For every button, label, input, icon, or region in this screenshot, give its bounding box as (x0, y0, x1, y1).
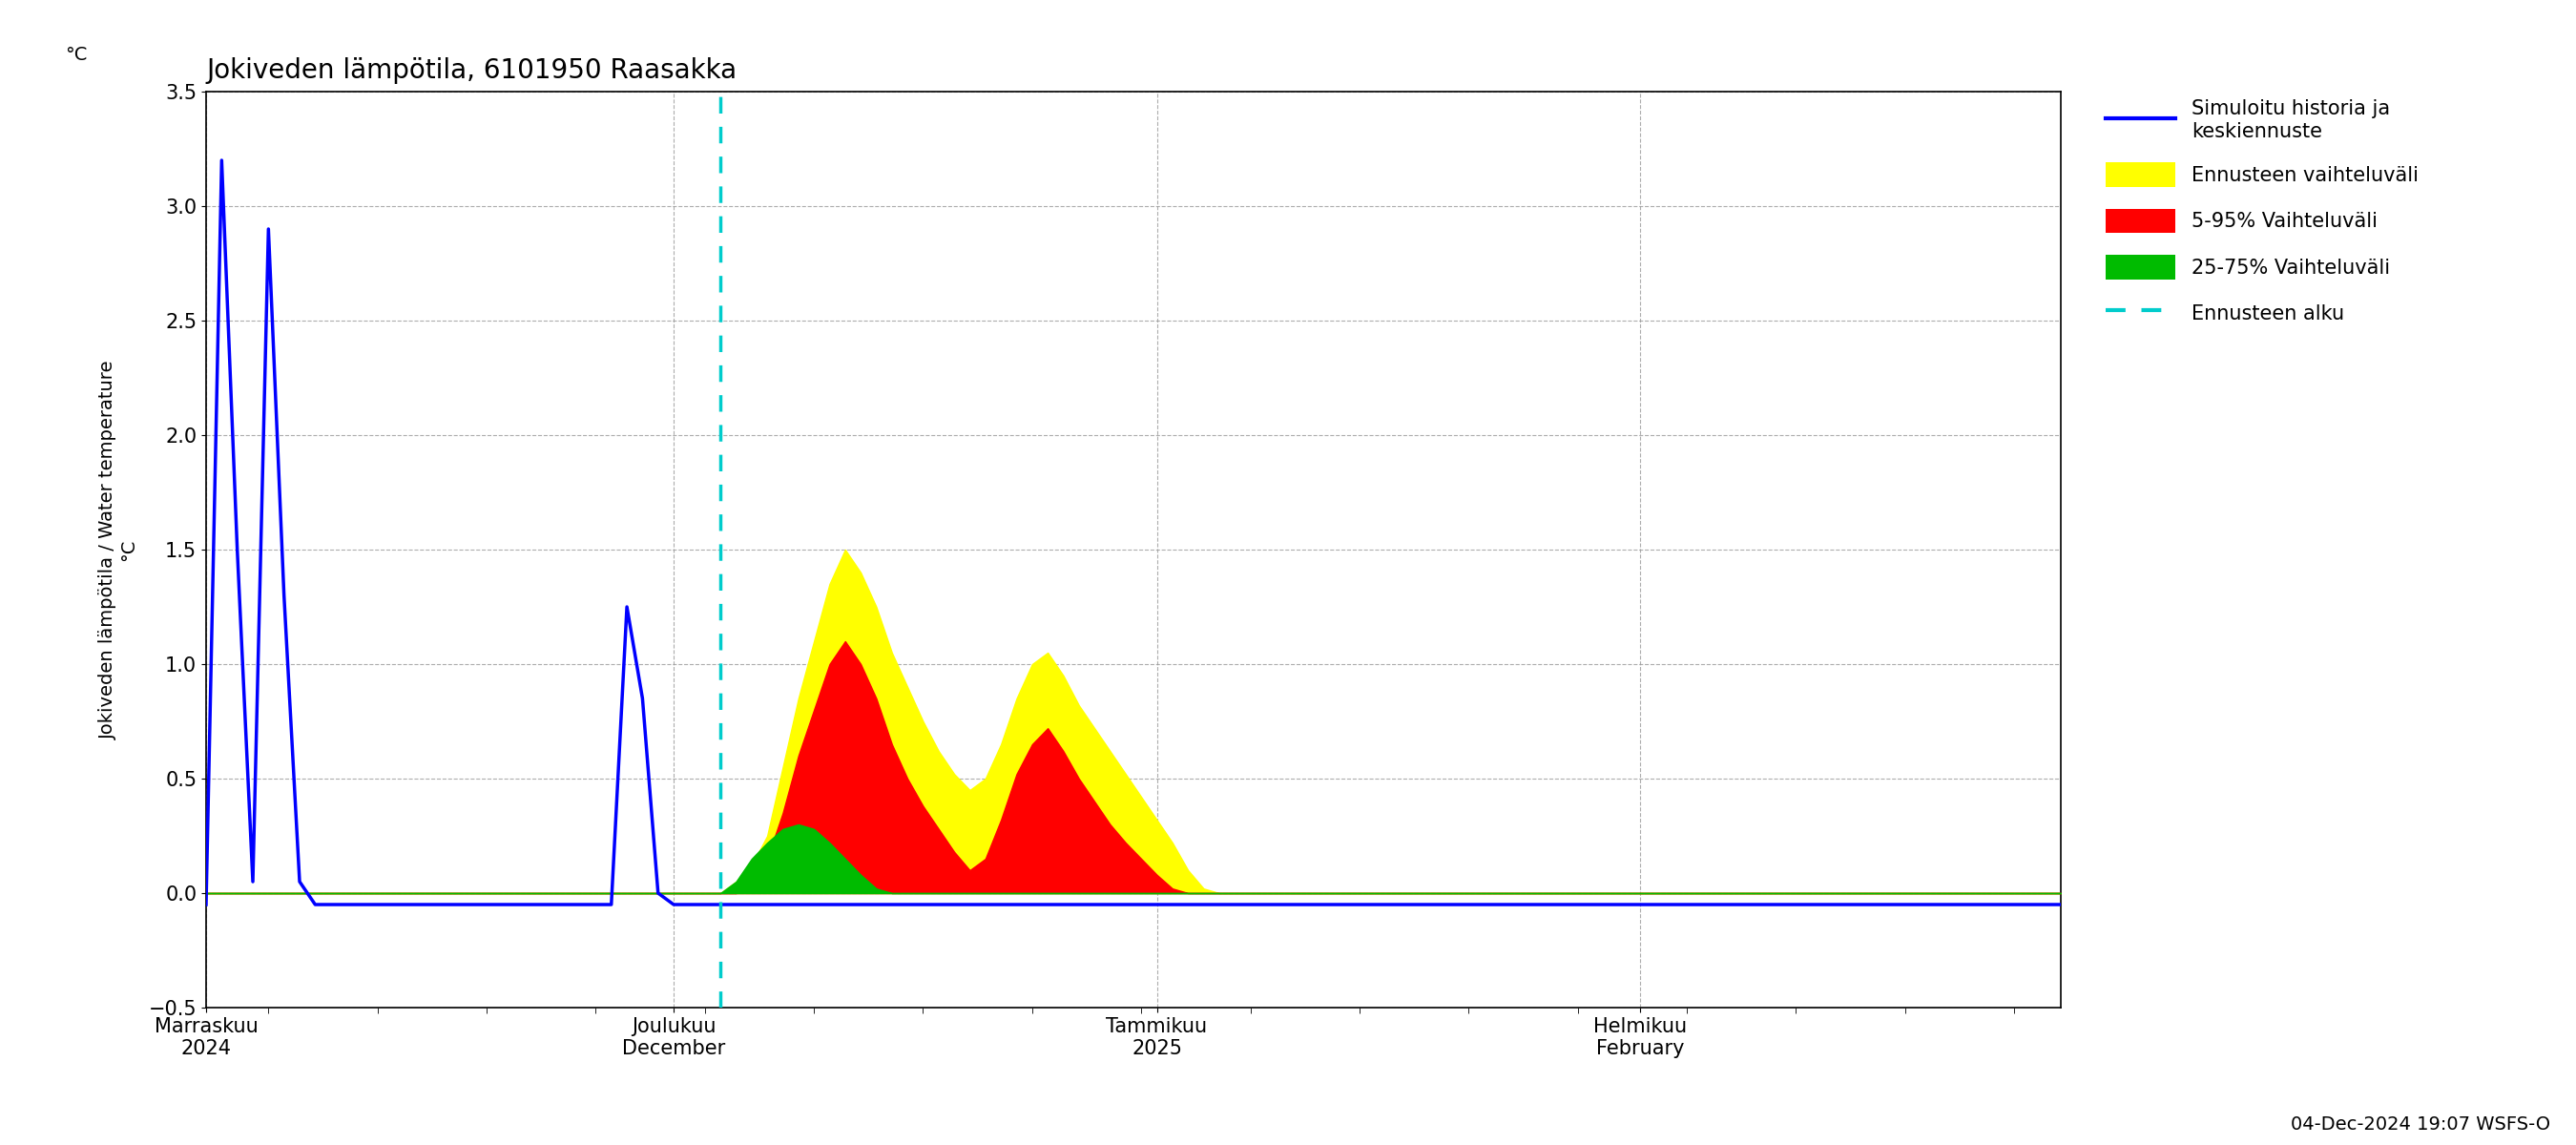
Legend: Simuloitu historia ja
keskiennuste, Ennusteen vaihteluväli, 5-95% Vaihteluväli, : Simuloitu historia ja keskiennuste, Ennu… (2097, 92, 2427, 333)
Text: 04-Dec-2024 19:07 WSFS-O: 04-Dec-2024 19:07 WSFS-O (2290, 1115, 2550, 1134)
Y-axis label: Jokiveden lämpötila / Water temperature
°C: Jokiveden lämpötila / Water temperature … (98, 360, 139, 740)
Text: Jokiveden lämpötila, 6101950 Raasakka: Jokiveden lämpötila, 6101950 Raasakka (206, 57, 737, 84)
Text: °C: °C (64, 46, 88, 64)
